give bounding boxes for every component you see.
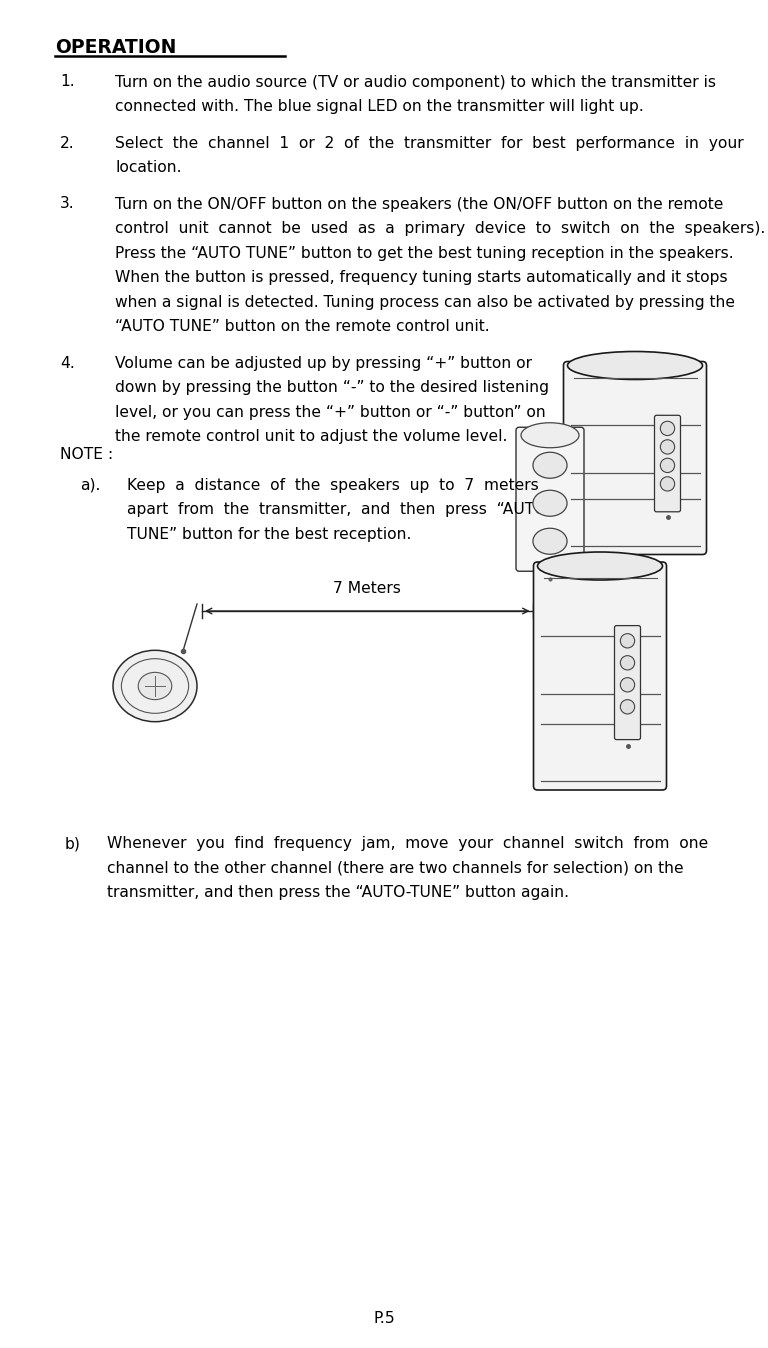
Text: apart  from  the  transmitter,  and  then  press  “AUTO: apart from the transmitter, and then pre… xyxy=(127,501,547,518)
Text: when a signal is detected. Tuning process can also be activated by pressing the: when a signal is detected. Tuning proces… xyxy=(115,294,735,310)
Ellipse shape xyxy=(660,458,674,473)
Text: 7 Meters: 7 Meters xyxy=(333,581,401,596)
Text: b): b) xyxy=(65,836,81,851)
Text: the remote control unit to adjust the volume level.: the remote control unit to adjust the vo… xyxy=(115,429,508,443)
Text: 1.: 1. xyxy=(60,74,74,89)
FancyBboxPatch shape xyxy=(534,562,667,790)
Text: When the button is pressed, frequency tuning starts automatically and it stops: When the button is pressed, frequency tu… xyxy=(115,270,727,284)
Text: Turn on the audio source (TV or audio component) to which the transmitter is: Turn on the audio source (TV or audio co… xyxy=(115,74,716,89)
Ellipse shape xyxy=(660,422,674,435)
Ellipse shape xyxy=(533,528,567,554)
Ellipse shape xyxy=(521,423,579,448)
Text: channel to the other channel (there are two channels for selection) on the: channel to the other channel (there are … xyxy=(107,860,684,875)
Ellipse shape xyxy=(113,650,197,721)
Text: Select  the  channel  1  or  2  of  the  transmitter  for  best  performance  in: Select the channel 1 or 2 of the transmi… xyxy=(115,136,743,151)
Text: 4.: 4. xyxy=(60,356,74,371)
Text: connected with. The blue signal LED on the transmitter will light up.: connected with. The blue signal LED on t… xyxy=(115,98,644,115)
Text: TUNE” button for the best reception.: TUNE” button for the best reception. xyxy=(127,527,412,542)
Ellipse shape xyxy=(621,678,634,692)
Text: 3.: 3. xyxy=(60,197,74,212)
Text: a).: a). xyxy=(80,477,101,492)
Text: level, or you can press the “+” button or “-” button” on: level, or you can press the “+” button o… xyxy=(115,404,546,419)
Text: P.5: P.5 xyxy=(373,1312,395,1326)
FancyBboxPatch shape xyxy=(564,361,707,554)
Text: Turn on the ON/OFF button on the speakers (the ON/OFF button on the remote: Turn on the ON/OFF button on the speaker… xyxy=(115,197,723,212)
Text: Volume can be adjusted up by pressing “+” button or: Volume can be adjusted up by pressing “+… xyxy=(115,356,532,371)
Text: location.: location. xyxy=(115,160,181,175)
Text: down by pressing the button “-” to the desired listening: down by pressing the button “-” to the d… xyxy=(115,380,549,395)
Ellipse shape xyxy=(533,452,567,479)
Text: “AUTO TUNE” button on the remote control unit.: “AUTO TUNE” button on the remote control… xyxy=(115,319,490,334)
Ellipse shape xyxy=(538,551,663,580)
FancyBboxPatch shape xyxy=(516,427,584,572)
Text: 2.: 2. xyxy=(60,136,74,151)
Ellipse shape xyxy=(621,700,634,714)
Text: NOTE :: NOTE : xyxy=(60,448,113,462)
Ellipse shape xyxy=(660,439,674,454)
Ellipse shape xyxy=(621,655,634,670)
Ellipse shape xyxy=(568,352,703,380)
Text: Keep  a  distance  of  the  speakers  up  to  7  meters: Keep a distance of the speakers up to 7 … xyxy=(127,477,538,492)
Ellipse shape xyxy=(621,634,634,648)
Text: OPERATION: OPERATION xyxy=(55,38,177,57)
Ellipse shape xyxy=(138,673,172,700)
FancyBboxPatch shape xyxy=(654,415,680,512)
Text: control  unit  cannot  be  used  as  a  primary  device  to  switch  on  the  sp: control unit cannot be used as a primary… xyxy=(115,221,765,236)
Ellipse shape xyxy=(533,491,567,516)
Text: Press the “AUTO TUNE” button to get the best tuning reception in the speakers.: Press the “AUTO TUNE” button to get the … xyxy=(115,245,733,260)
FancyBboxPatch shape xyxy=(614,625,641,740)
Ellipse shape xyxy=(660,477,674,491)
Text: Whenever  you  find  frequency  jam,  move  your  channel  switch  from  one: Whenever you find frequency jam, move yo… xyxy=(107,836,708,851)
Text: transmitter, and then press the “AUTO-TUNE” button again.: transmitter, and then press the “AUTO-TU… xyxy=(107,886,569,900)
